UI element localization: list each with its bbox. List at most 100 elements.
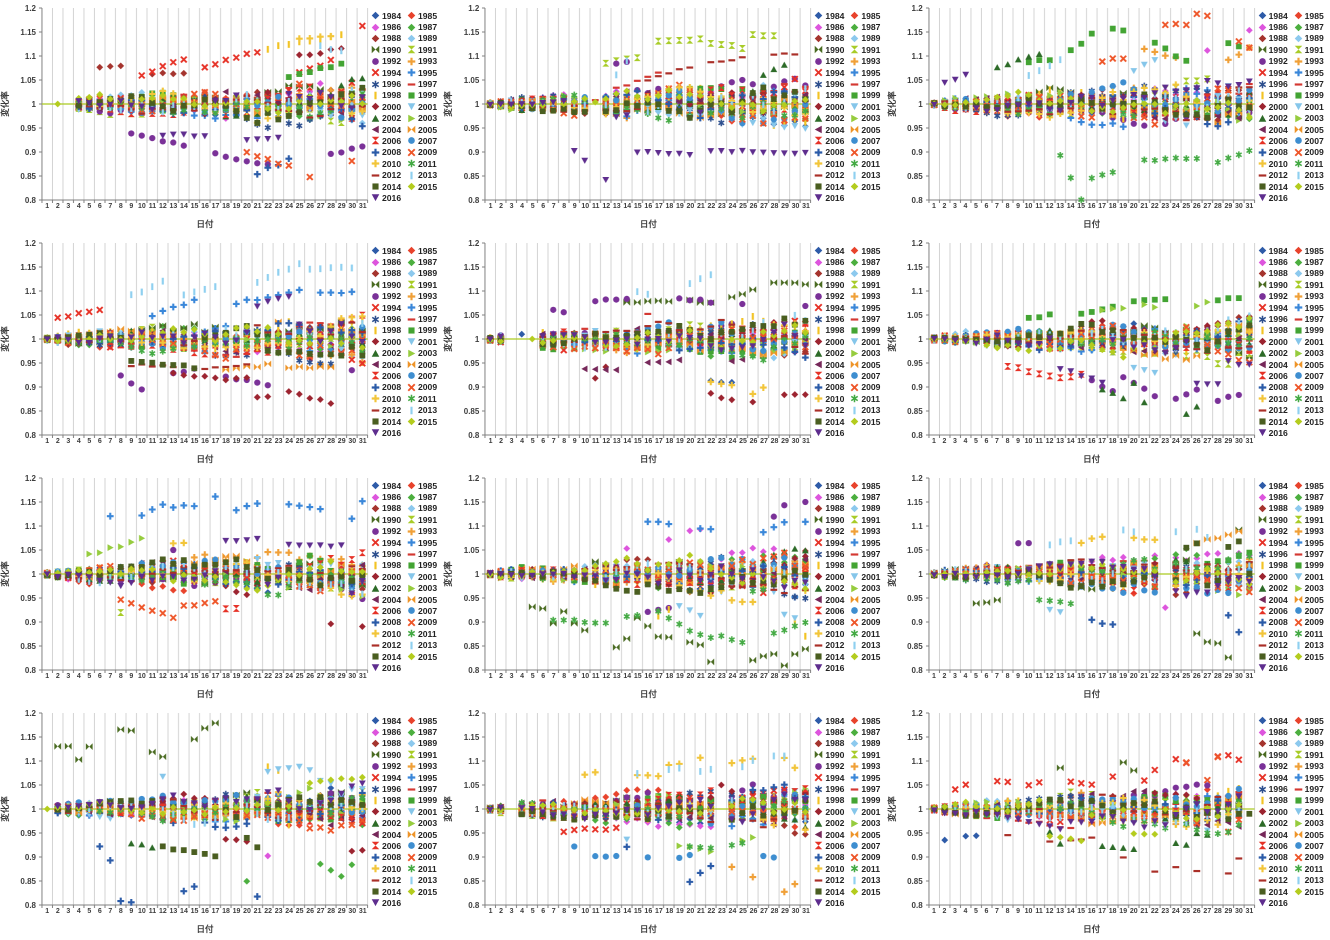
legend-year-label: 1986 — [825, 22, 845, 33]
legend-item-2001: 2001 — [407, 101, 442, 112]
legend-year-label: 2009 — [1304, 617, 1324, 628]
diamond-marker-icon — [814, 23, 823, 32]
diamond-marker-icon — [814, 728, 823, 737]
legend-year-label: 2016 — [825, 427, 845, 438]
x-axis-tick-label: 22 — [264, 673, 272, 680]
x-axis-tick-label: 22 — [1150, 908, 1159, 915]
legend-item-1991: 1991 — [407, 279, 442, 290]
bowtie-h-marker-icon — [1258, 515, 1267, 524]
x-axis-tick-label: 28 — [1213, 908, 1222, 915]
tri-up-marker-icon — [1258, 349, 1267, 358]
legend-year-label: 1990 — [382, 44, 402, 55]
x-axis-title: 日付 — [196, 219, 214, 229]
x-axis-tick-label: 23 — [718, 203, 726, 210]
diamond-marker-icon — [371, 258, 380, 267]
diamond-marker-icon — [371, 269, 380, 278]
legend-item-1994: 1994 — [1258, 772, 1294, 783]
y-axis-tick-label: 1 — [918, 804, 923, 814]
asterisk-marker-icon — [1258, 315, 1267, 324]
legend-item-1991: 1991 — [1294, 514, 1329, 525]
square-marker-icon — [850, 91, 859, 100]
x-axis-tick-label: 4 — [963, 908, 968, 915]
legend-year-label: 1993 — [1304, 291, 1324, 302]
legend-year-label: 2005 — [418, 124, 438, 135]
legend-year-label: 1991 — [418, 749, 438, 760]
legend-item-1986: 1986 — [1258, 256, 1294, 267]
legend-item-2011: 2011 — [407, 863, 442, 874]
x-marker-icon — [850, 383, 859, 392]
legend-item-2007: 2007 — [1294, 370, 1329, 381]
x-axis-tick-label: 28 — [770, 203, 779, 210]
legend-item-1995: 1995 — [850, 302, 885, 313]
scatter-plot-canvas — [886, 235, 1330, 470]
legend-item-2007: 2007 — [850, 370, 885, 381]
x-axis-tick-label: 23 — [274, 908, 283, 915]
x-axis-tick-label: 19 — [232, 908, 241, 915]
x-axis-tick-label: 8 — [562, 203, 567, 210]
x-axis-tick-label: 2 — [55, 203, 60, 210]
legend-year-label: 2007 — [1304, 605, 1324, 616]
diamond-marker-icon — [814, 11, 823, 20]
legend-year-label: 1995 — [418, 302, 438, 313]
y-axis-tick-label: 1.15 — [463, 497, 480, 507]
legend-item-1992: 1992 — [814, 761, 850, 772]
legend-year-label: 2000 — [1268, 101, 1288, 112]
x-axis-tick-label: 3 — [66, 438, 71, 445]
legend-item-1991: 1991 — [850, 279, 885, 290]
y-axis-tick-label: 0.85 — [907, 406, 923, 416]
legend-year-label: 1999 — [418, 795, 438, 806]
legend-year-label: 2012 — [1268, 640, 1288, 651]
legend-year-label: 2011 — [861, 393, 880, 404]
x-axis-tick-label: 16 — [1087, 673, 1096, 680]
legend-item-1996: 1996 — [814, 78, 850, 89]
legend-year-label: 1993 — [1304, 56, 1324, 67]
x-axis-tick-label: 15 — [190, 438, 199, 445]
legend-year-label: 2009 — [418, 852, 438, 863]
diamond-marker-icon — [407, 417, 416, 426]
legend-item-2008: 2008 — [371, 382, 407, 393]
x-axis-tick-label: 9 — [1016, 908, 1020, 915]
legend-year-label: 1994 — [825, 67, 845, 78]
diamond-marker-icon — [1294, 716, 1303, 725]
y-axis-tick-label: 1.15 — [463, 732, 480, 742]
legend-item-1992: 1992 — [814, 526, 850, 537]
legend-year-label: 2014 — [1268, 886, 1288, 897]
diamond-marker-icon — [1294, 652, 1303, 661]
x-axis-tick-label: 31 — [802, 438, 810, 445]
dash-marker-icon — [1258, 406, 1267, 415]
legend-year-label: 1991 — [861, 749, 881, 760]
legend-year-label: 1985 — [1304, 480, 1324, 491]
diamond-marker-icon — [850, 716, 859, 725]
diamond-marker-icon — [407, 11, 416, 20]
legend-year-label: 1985 — [1304, 10, 1324, 21]
x-axis-tick-label: 5 — [87, 203, 92, 210]
x-axis-tick-label: 30 — [1234, 908, 1243, 915]
x-axis-tick-label: 10 — [137, 908, 146, 915]
legend-year-label: 1996 — [1268, 549, 1288, 560]
x-axis-title: 日付 — [196, 924, 214, 934]
legend-year-label: 2003 — [861, 113, 881, 124]
legend-year-label: 2005 — [418, 829, 438, 840]
legend-year-label: 1993 — [418, 761, 438, 772]
legend-year-label: 2008 — [825, 852, 845, 863]
legend-item-2016: 2016 — [1258, 662, 1294, 673]
plus-marker-icon — [1258, 159, 1267, 168]
diamond-marker-icon — [371, 34, 380, 43]
legend-year-label: 2002 — [1268, 818, 1288, 829]
x-axis-tick-label: 16 — [201, 673, 209, 680]
tri-left-marker-icon — [814, 595, 823, 604]
y-axis-tick-label: 0.8 — [24, 430, 36, 440]
legend-item-1986: 1986 — [814, 726, 850, 737]
legend-item-1995: 1995 — [407, 302, 442, 313]
plus-marker-icon — [371, 148, 380, 157]
x-axis-tick-label: 13 — [169, 908, 178, 915]
legend-item-1987: 1987 — [850, 491, 885, 502]
x-axis-tick-label: 7 — [551, 908, 556, 915]
diamond-marker-icon — [1294, 728, 1303, 737]
legend-year-label: 2002 — [382, 583, 402, 594]
legend-item-1990: 1990 — [814, 514, 850, 525]
x-axis-tick-label: 17 — [1098, 908, 1107, 915]
scatter-plot-canvas — [0, 705, 443, 940]
legend-item-1998: 1998 — [1258, 325, 1294, 336]
legend-item-1990: 1990 — [371, 44, 407, 55]
